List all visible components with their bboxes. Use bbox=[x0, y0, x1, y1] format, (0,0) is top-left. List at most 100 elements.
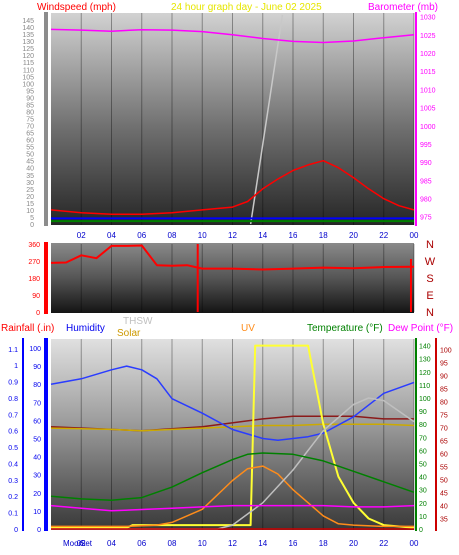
chart2-plot-area bbox=[51, 243, 414, 313]
chart1-right-tick-label: 1000 bbox=[420, 124, 436, 131]
chart3-dewpoint-tick-label: 55 bbox=[440, 465, 448, 472]
chart3-humidity-tick-label: 80 bbox=[33, 382, 41, 389]
chart3-x-tick-label: 20 bbox=[349, 539, 358, 548]
legend-uv: UV bbox=[241, 323, 255, 334]
chart1-left-tick-label: 60 bbox=[26, 138, 34, 145]
chart3-humidity-tick-label: 10 bbox=[33, 509, 41, 516]
chart1-left-tick-label: 65 bbox=[26, 131, 34, 138]
chart1-left-tick-label: 85 bbox=[26, 102, 34, 109]
chart1-x-tick-label: 10 bbox=[198, 231, 207, 240]
chart2-compass-label: S bbox=[426, 273, 433, 285]
chart1-left-tick-label: 45 bbox=[26, 159, 34, 166]
chart3-uv-line bbox=[51, 465, 414, 528]
chart1-x-tick-label: 06 bbox=[137, 231, 146, 240]
chart1-left-tick-label: 130 bbox=[22, 39, 34, 46]
chart3-temperature-tick-label: 80 bbox=[419, 422, 427, 429]
chart3-rain-tick-label: 0.7 bbox=[8, 412, 18, 419]
chart3-x-tick-label: 16 bbox=[289, 539, 298, 548]
chart1-left-tick-label: 50 bbox=[26, 152, 34, 159]
chart3-temperature-tick-label: 90 bbox=[419, 409, 427, 416]
chart3-x-tick-label: 08 bbox=[168, 539, 177, 548]
chart3-humidity-tick-label: 20 bbox=[33, 491, 41, 498]
chart3-dewpoint-tick-label: 60 bbox=[440, 452, 448, 459]
chart1-left-tick-label: 25 bbox=[26, 187, 34, 194]
chart3-dewpoint-tick-label: 80 bbox=[440, 399, 448, 406]
chart2-compass-label: E bbox=[426, 290, 433, 302]
chart1-x-tick-label: 04 bbox=[107, 231, 116, 240]
chart3-x-tick-label: 18 bbox=[319, 539, 328, 548]
chart1-left-tick-label: 140 bbox=[22, 25, 34, 32]
chart2-left-tick-label: 90 bbox=[32, 293, 40, 300]
chart1-right-tick-label: 1015 bbox=[420, 69, 436, 76]
chart3-rain-tick-label: 0.8 bbox=[8, 396, 18, 403]
chart3-humidity-line bbox=[50, 365, 415, 442]
chart1-x-tick-label: 22 bbox=[379, 231, 388, 240]
chart3-x-tick-label: 04 bbox=[107, 539, 116, 548]
chart3-rain-tick-label: 0.1 bbox=[8, 511, 18, 518]
chart3-gold-line bbox=[50, 423, 415, 432]
chart3-temperature-tick-label: 120 bbox=[419, 370, 431, 377]
legend-dewpoint: Dew Point (°F) bbox=[388, 323, 453, 334]
legend-temperature: Temperature (°F) bbox=[307, 323, 383, 334]
chart3-humidity-tick-label: 90 bbox=[33, 364, 41, 371]
legend-thsw: THSW bbox=[123, 316, 153, 327]
chart1-left-tick-label: 70 bbox=[26, 124, 34, 131]
chart1-left-tick-label: 115 bbox=[23, 60, 34, 67]
chart1-left-tick-label: 100 bbox=[22, 81, 34, 88]
chart1-right-tick-label: 1030 bbox=[420, 15, 436, 22]
chart3-temperature-tick-label: 60 bbox=[419, 448, 427, 455]
chart1-data-cutoff-line bbox=[249, 14, 284, 225]
chart3-dewpoint-tick-label: 85 bbox=[440, 386, 448, 393]
chart3-plot-area bbox=[51, 339, 414, 530]
chart3-x-tick-label: 10 bbox=[198, 539, 207, 548]
chart1-windspeed-line bbox=[50, 159, 415, 215]
chart1-left-tick-label: 20 bbox=[26, 194, 34, 201]
chart3-humidity-tick-label: 70 bbox=[33, 400, 41, 407]
chart1-left-tick-label: 80 bbox=[26, 109, 34, 116]
chart1-left-tick-label: 0 bbox=[30, 222, 34, 229]
chart3-solar-line bbox=[51, 344, 415, 529]
chart1-x-tick-label: 00 bbox=[410, 231, 419, 240]
chart1-right-tick-label: 985 bbox=[420, 178, 432, 185]
chart1-left-tick-label: 145 bbox=[22, 18, 34, 25]
chart1-right-title: Barometer (mb) bbox=[368, 2, 438, 13]
chart3-moon-label: Moon bbox=[63, 539, 83, 548]
chart2-compass-label: W bbox=[425, 256, 436, 268]
chart2-wind-direction-line bbox=[50, 244, 415, 271]
chart3-temperature-tick-label: 140 bbox=[419, 344, 431, 351]
chart1-left-tick-label: 55 bbox=[26, 145, 34, 152]
chart3-humidity-tick-label: 0 bbox=[37, 527, 41, 534]
chart3-rain-tick-label: 1 bbox=[14, 363, 18, 370]
chart3-dewpoint-tick-label: 70 bbox=[440, 425, 448, 432]
chart1-left-tick-label: 5 bbox=[30, 215, 34, 222]
chart3-dewpoint-tick-label: 50 bbox=[440, 478, 448, 485]
chart3-temperature-tick-label: 130 bbox=[419, 357, 431, 364]
chart2-compass-label: N bbox=[426, 239, 434, 251]
chart1-x-tick-label: 14 bbox=[258, 231, 267, 240]
chart3-temperature-tick-label: 10 bbox=[419, 514, 427, 521]
chart3-rain-tick-label: 0.3 bbox=[8, 478, 18, 485]
chart2-left-tick-label: 180 bbox=[28, 276, 40, 283]
chart1-x-tick-label: 20 bbox=[349, 231, 358, 240]
chart1-left-tick-label: 125 bbox=[22, 46, 34, 53]
chart3-humidity-tick-label: 60 bbox=[33, 418, 41, 425]
chart3-dewpoint-tick-label: 100 bbox=[440, 347, 452, 354]
chart3-x-tick-label: 00 bbox=[410, 539, 419, 548]
chart1-x-tick-label: 12 bbox=[228, 231, 237, 240]
chart3-dewpoint-tick-label: 40 bbox=[440, 504, 448, 511]
chart3-rain-tick-label: 0.4 bbox=[8, 461, 18, 468]
chart1-right-tick-label: 1025 bbox=[420, 33, 436, 40]
chart3-temperature-tick-label: 110 bbox=[419, 383, 430, 390]
chart3-temperature-tick-label: 30 bbox=[419, 488, 427, 495]
chart3-temperature-tick-label: 20 bbox=[419, 501, 427, 508]
chart1-left-tick-label: 95 bbox=[26, 88, 34, 95]
chart3-rain-tick-label: 0 bbox=[14, 527, 18, 534]
chart3-x-tick-label: 22 bbox=[379, 539, 388, 548]
chart3-set-label: Set bbox=[80, 539, 93, 548]
chart3-rain-tick-label: 1.1 bbox=[8, 347, 18, 354]
chart3-temperature-tick-label: 100 bbox=[419, 396, 431, 403]
chart3-dewpoint-tick-label: 45 bbox=[440, 491, 448, 498]
chart1-right-tick-label: 975 bbox=[420, 215, 432, 222]
